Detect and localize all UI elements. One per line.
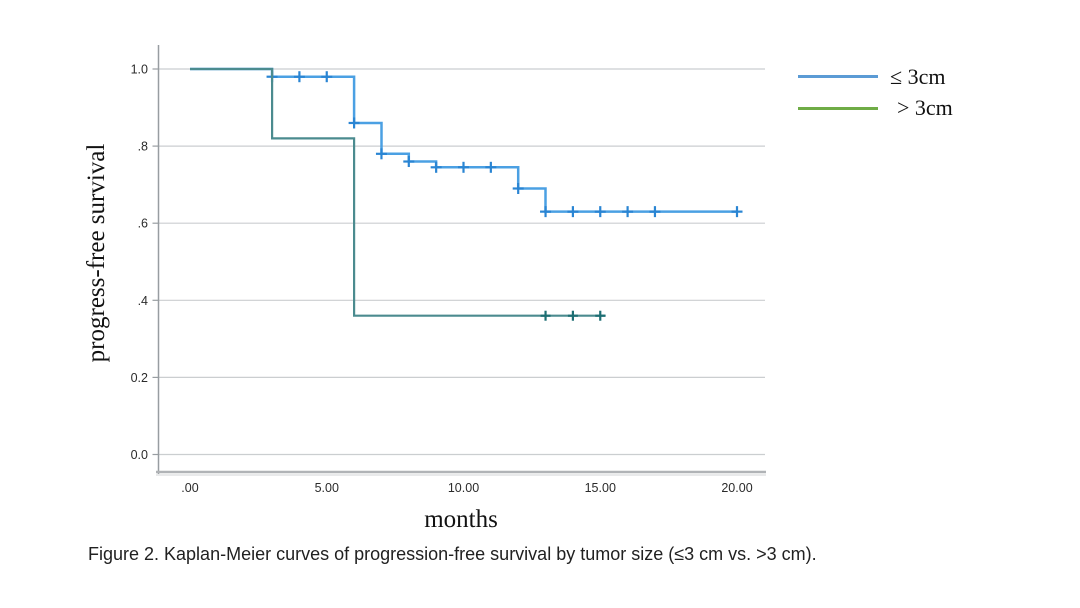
gridlines <box>152 68 765 456</box>
legend: ≤ 3cm > 3cm <box>798 64 953 120</box>
survival-curves <box>190 67 743 321</box>
censor-mark-le-3cm <box>430 161 442 173</box>
y-tick-label: 1.0 <box>131 63 148 77</box>
y-tick-label: 0.0 <box>131 448 148 462</box>
y-axis-title: progress-free survival <box>83 144 110 363</box>
censor-mark-le-3cm <box>321 71 333 83</box>
axes <box>156 45 766 476</box>
censor-mark-le-3cm <box>512 183 524 195</box>
x-tick-label: 15.00 <box>585 481 616 495</box>
y-tick-label: .4 <box>138 294 148 308</box>
km-chart: .00 5.00 10.00 15.00 20.00 0.0 0.2 .4 .6 .8 1.0 m… <box>83 45 953 533</box>
censor-mark-le-3cm <box>622 206 634 218</box>
x-tick-label: .00 <box>181 481 198 495</box>
censor-mark-le-3cm <box>293 71 305 83</box>
x-axis-title: months <box>424 506 498 533</box>
censor-mark-le-3cm <box>375 148 387 160</box>
x-tick-labels: .00 5.00 10.00 15.00 20.00 <box>181 481 752 495</box>
x-tick-label: 20.00 <box>721 481 752 495</box>
censor-mark-le-3cm <box>485 161 497 173</box>
censor-mark-le-3cm <box>594 206 606 218</box>
figure-caption: Figure 2. Kaplan-Meier curves of progres… <box>88 544 817 564</box>
censor-mark-le-3cm <box>458 161 469 173</box>
y-tick-label: .6 <box>138 217 148 231</box>
censor-mark-le-3cm <box>731 206 743 218</box>
censor-mark-le-3cm <box>348 117 360 129</box>
censor-mark-le-3cm <box>403 156 415 168</box>
x-tick-label: 5.00 <box>315 481 339 495</box>
censor-mark-le-3cm <box>540 206 552 218</box>
legend-label-gt-3cm: > 3cm <box>897 95 953 120</box>
censor-mark-gt-3cm <box>567 310 578 321</box>
legend-label-le-3cm: ≤ 3cm <box>890 64 945 89</box>
censor-mark-le-3cm <box>649 206 661 218</box>
y-tick-labels: 0.0 0.2 .4 .6 .8 1.0 <box>131 63 148 463</box>
censor-mark-gt-3cm <box>595 310 606 321</box>
censor-mark-le-3cm <box>567 206 579 218</box>
x-tick-label: 10.00 <box>448 481 479 495</box>
censor-mark-gt-3cm <box>540 310 551 321</box>
y-tick-label: .8 <box>138 140 148 154</box>
survival-curve-gt-3cm <box>190 67 606 317</box>
y-tick-label: 0.2 <box>131 371 148 385</box>
